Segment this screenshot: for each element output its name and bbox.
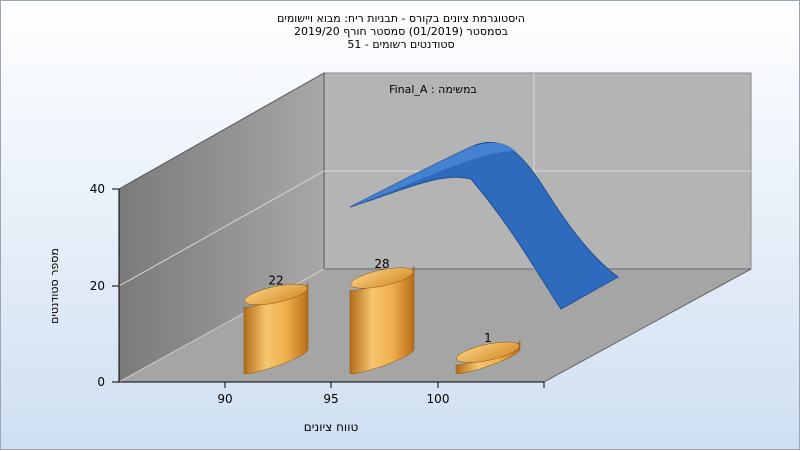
chart-title-line-2: בסמסטר (01/2019) סמסטר חורף 2019/20 [294, 25, 508, 38]
assignment-annotation: במשימה : Final_A [389, 83, 477, 96]
y-axis-label: מספר סטודנטים [48, 248, 61, 324]
chart-title-line-1: היסטוגרמת ציונים בקורס - תבניות ריח: מבו… [277, 12, 525, 25]
bar-top-95 [350, 267, 414, 289]
x-axis-label: טווח ציונים [304, 420, 359, 434]
chart-title-line-3: סטודנטים רשומים - 51 [347, 38, 455, 51]
x-tick-100: 100 [427, 392, 450, 406]
bar-label-90: 22 [268, 273, 283, 287]
y-tick-20: 20 [90, 279, 105, 293]
x-tick-90: 90 [217, 392, 232, 406]
bars-group: 22 28 1 [243, 257, 521, 375]
bar-label-100: 1 [484, 331, 492, 345]
y-tick-0: 0 [97, 375, 105, 389]
y-tick-40: 40 [90, 182, 105, 196]
distribution-curve-highlight [350, 142, 516, 207]
bar-top-100 [456, 341, 520, 363]
axes [112, 188, 545, 388]
bar-label-95: 28 [374, 257, 389, 271]
bar-top-90 [244, 283, 308, 306]
x-tick-95: 95 [323, 392, 338, 406]
